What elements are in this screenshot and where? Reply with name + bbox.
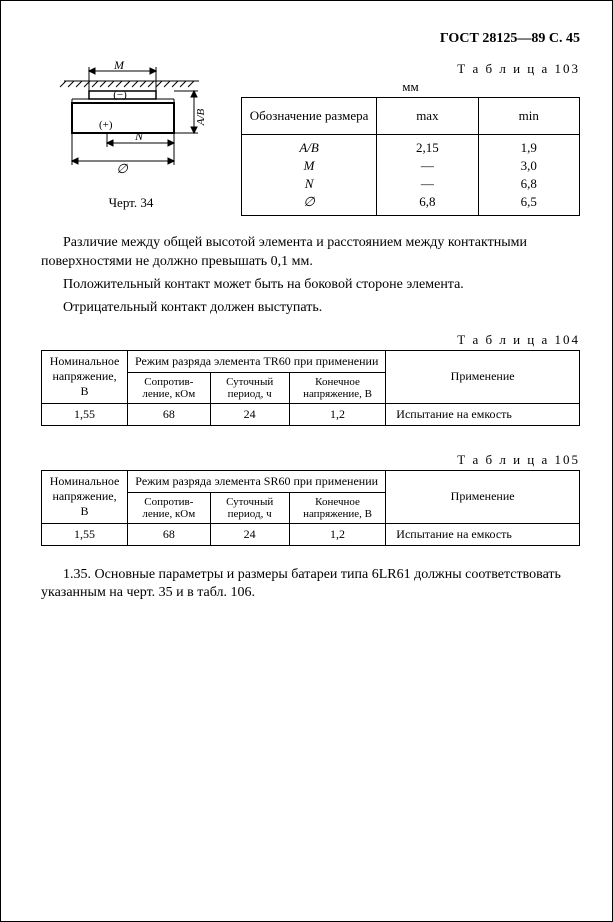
t103-r0-max: 2,15 <box>377 139 477 157</box>
t104-sub-2: Конечное напряжение, В <box>289 372 386 403</box>
t103-col-min: min <box>478 98 579 135</box>
table-105-label: Т а б л и ц а 105 <box>41 452 580 468</box>
t105-sub-1: Суточный период, ч <box>210 492 289 523</box>
t104-res: 68 <box>128 403 210 425</box>
t103-r2-max: — <box>377 175 477 193</box>
paragraph-2: Положительный контакт может быть на боко… <box>41 276 580 295</box>
t105-app: Испытание на емкость <box>386 523 580 545</box>
t103-r1-dim: M <box>242 157 376 175</box>
t103-r1-min: 3,0 <box>479 157 579 175</box>
table-103-block: Т а б л и ц а 103 мм Обозначение размера… <box>241 61 580 216</box>
bottom-paragraph: 1.35. Основные параметры и размеры батар… <box>41 566 580 604</box>
t104-volt-head: Номинальное напряжение, В <box>42 350 128 403</box>
fig-label-d: ∅ <box>116 161 128 176</box>
t104-sub-0: Сопротив­ление, кОм <box>128 372 210 403</box>
t105-app-head: Применение <box>386 470 580 523</box>
t103-col-dim: Обозначение размера <box>242 98 377 135</box>
t104-endv: 1,2 <box>289 403 386 425</box>
t103-r2-dim: N <box>242 175 376 193</box>
fig-label-plus: (+) <box>99 119 113 131</box>
t104-app-head: Применение <box>386 350 580 403</box>
page: ГОСТ 28125—89 С. 45 <box>0 0 613 922</box>
table-104-label: Т а б л и ц а 104 <box>41 332 580 348</box>
figure-34: M (−) (+) N <box>41 61 221 211</box>
header-standard-code: ГОСТ 28125—89 С. 45 <box>41 31 580 47</box>
top-block: M (−) (+) N <box>41 61 580 216</box>
t103-r2-min: 6,8 <box>479 175 579 193</box>
bottom-paragraph-block: 1.35. Основные параметры и размеры батар… <box>41 566 580 604</box>
t104-sub-1: Суточный период, ч <box>210 372 289 403</box>
fig-label-m: M <box>113 61 125 72</box>
t103-r3-min: 6,5 <box>479 193 579 211</box>
table-104: Номинальное напряжение, В Режим разряда … <box>41 350 580 426</box>
t105-per: 24 <box>210 523 289 545</box>
table-103: Обозначение размера max min A/B M N ∅ <box>241 97 580 216</box>
t104-volt: 1,55 <box>42 403 128 425</box>
t103-col-max: max <box>377 98 478 135</box>
table-103-label: Т а б л и ц а 103 <box>241 61 580 77</box>
body-paragraphs: Различие между общей высотой элемента и … <box>41 234 580 318</box>
t105-regime-head: Режим разряда элемента SR60 при применен… <box>128 470 386 492</box>
figure-34-svg: M (−) (+) N <box>44 61 219 191</box>
fig-label-ab: A/B <box>195 108 207 126</box>
t105-sub-2: Конечное напряжение, В <box>289 492 386 523</box>
t103-r0-dim: A/B <box>242 139 376 157</box>
t105-sub-0: Сопротив­ление, кОм <box>128 492 210 523</box>
t105-volt-head: Номинальное напряжение, В <box>42 470 128 523</box>
t104-app: Испытание на емкость <box>386 403 580 425</box>
t105-volt: 1,55 <box>42 523 128 545</box>
t103-r0-min: 1,9 <box>479 139 579 157</box>
table-row: 1,55 68 24 1,2 Испытание на емкость <box>42 523 580 545</box>
paragraph-1: Различие между общей высотой элемента и … <box>41 234 580 272</box>
table-103-unit: мм <box>241 79 580 95</box>
t103-r3-dim: ∅ <box>242 193 376 211</box>
t103-r1-max: — <box>377 157 477 175</box>
paragraph-3: Отрицательный контакт должен выступать. <box>41 299 580 318</box>
fig-label-n: N <box>133 129 143 143</box>
t103-r3-max: 6,8 <box>377 193 477 211</box>
table-row: 1,55 68 24 1,2 Испытание на емкость <box>42 403 580 425</box>
t104-per: 24 <box>210 403 289 425</box>
table-105: Номинальное напряжение, В Режим разряда … <box>41 470 580 546</box>
t105-endv: 1,2 <box>289 523 386 545</box>
t105-res: 68 <box>128 523 210 545</box>
t104-regime-head: Режим разряда элемента TR60 при применен… <box>128 350 386 372</box>
figure-caption: Черт. 34 <box>41 195 221 211</box>
